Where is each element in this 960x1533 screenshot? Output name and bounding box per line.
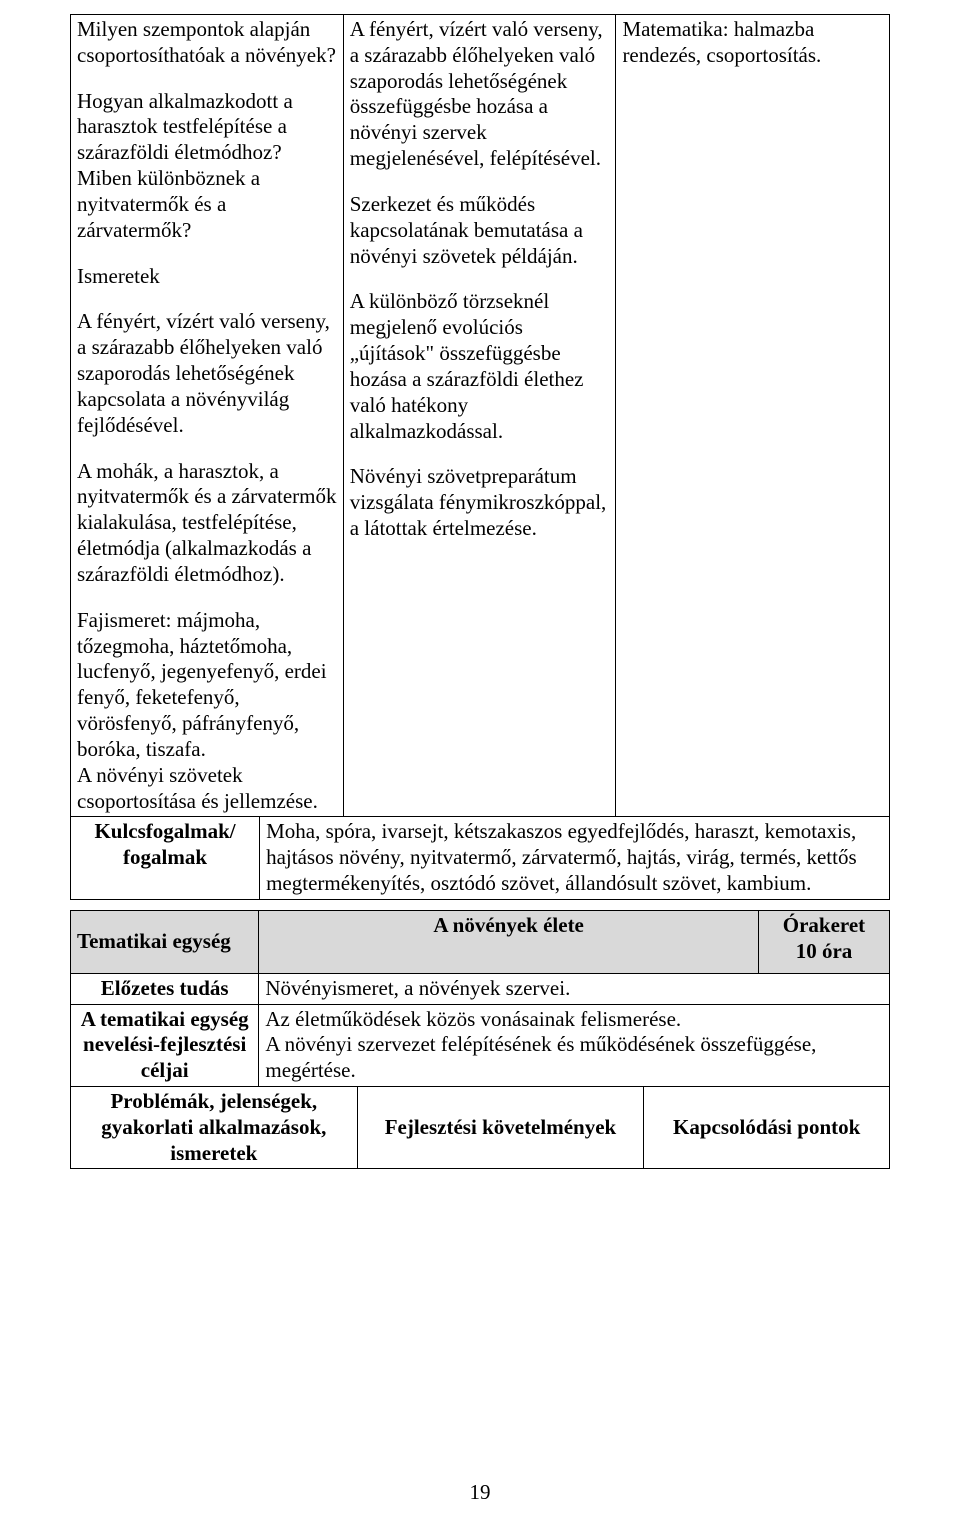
mid-p3: A különböző törzseknél megjelenő evolúci…	[350, 289, 610, 444]
bottom-h1: Problémák, jelenségek, gyakorlati alkalm…	[71, 1087, 358, 1169]
celok-label: A tematikai egység nevelési-fejlesztési …	[71, 1004, 259, 1086]
bottom-h2: Fejlesztési követelmények	[357, 1087, 644, 1169]
celok-row: A tematikai egység nevelési-fejlesztési …	[71, 1004, 890, 1086]
right-p1: Matematika: halmazba rendezés, csoportos…	[622, 17, 883, 69]
left-p3: Ismeretek	[77, 264, 337, 290]
mid-p4: Növényi szövetpreparátum vizsgálata fény…	[350, 464, 610, 541]
pretud-label: Előzetes tudás	[71, 974, 259, 1004]
celok-line2: A növényi szervezet felépítésének és műk…	[265, 1032, 883, 1084]
mid-p1: A fényért, vízért való verseny, a száraz…	[350, 17, 610, 172]
unit-title: A növények élete	[259, 910, 759, 973]
bottom-h3: Kapcsolódási pontok	[644, 1087, 890, 1169]
left-p4: A fényért, vízért való verseny, a száraz…	[77, 309, 337, 438]
left-p2: Hogyan alkalmazkodott a harasztok testfe…	[77, 89, 337, 244]
left-p1: Milyen szempontok alapján csoportosíthat…	[77, 17, 337, 69]
orakeret-value: 10 óra	[765, 939, 883, 965]
tematikai-label: Tematikai egység	[71, 910, 259, 973]
orakeret-label: Órakeret	[765, 913, 883, 939]
page-number: 19	[0, 1480, 960, 1505]
mid-p2: Szerkezet és működés kapcsolatának bemut…	[350, 192, 610, 269]
key-label-cell: Kulcsfogalmak/ fogalmak	[71, 817, 260, 899]
bottom-header-row: Problémák, jelenségek, gyakorlati alkalm…	[71, 1087, 890, 1169]
unit-header-row: Tematikai egység A növények élete Óraker…	[71, 910, 890, 973]
curriculum-table: Milyen szempontok alapján csoportosíthat…	[70, 14, 890, 817]
key-row: Kulcsfogalmak/ fogalmak Moha, spóra, iva…	[71, 817, 890, 899]
celok-line1: Az életműködések közös vonásainak felism…	[265, 1007, 883, 1033]
key-table: Kulcsfogalmak/ fogalmak Moha, spóra, iva…	[70, 817, 890, 899]
key-text-cell: Moha, spóra, ivarsejt, kétszakaszos egye…	[260, 817, 890, 899]
content-right-cell: Matematika: halmazba rendezés, csoportos…	[616, 15, 890, 817]
pretud-row: Előzetes tudás Növényismeret, a növények…	[71, 974, 890, 1004]
left-p6: Fajismeret: májmoha, tőzegmoha, háztetőm…	[77, 608, 337, 763]
unit-header-table: Tematikai egység A növények élete Óraker…	[70, 910, 890, 974]
goals-table: Előzetes tudás Növényismeret, a növények…	[70, 974, 890, 1087]
bottom-header-table: Problémák, jelenségek, gyakorlati alkalm…	[70, 1087, 890, 1169]
orakeret-cell: Órakeret 10 óra	[758, 910, 889, 973]
pretud-text: Növényismeret, a növények szervei.	[259, 974, 890, 1004]
left-p7: A növényi szövetek csoportosítása és jel…	[77, 763, 337, 815]
content-mid-cell: A fényért, vízért való verseny, a száraz…	[343, 15, 616, 817]
content-row: Milyen szempontok alapján csoportosíthat…	[71, 15, 890, 817]
celok-text: Az életműködések közös vonásainak felism…	[259, 1004, 890, 1086]
content-left-cell: Milyen szempontok alapján csoportosíthat…	[71, 15, 344, 817]
left-p5: A mohák, a harasztok, a nyitvatermők és …	[77, 459, 337, 588]
